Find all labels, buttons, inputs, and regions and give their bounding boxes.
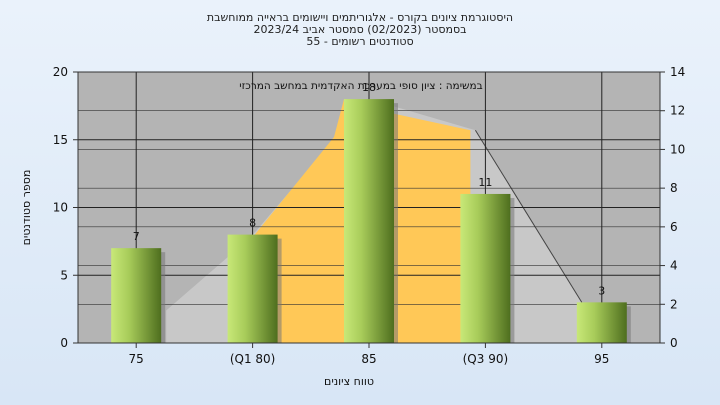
y2-tick-label: 6 xyxy=(670,220,678,234)
x-tick-label: 95 xyxy=(594,352,609,366)
x-axis-title: טווח ציונים xyxy=(324,375,374,388)
y-tick-label: 10 xyxy=(53,201,68,215)
bar xyxy=(576,302,627,343)
x-tick-label: 85 xyxy=(361,352,376,366)
y-axis-title: מספר סטודנטים xyxy=(20,170,33,246)
x-tick-label: (Q1 80) xyxy=(230,352,276,366)
data-label: 8 xyxy=(249,217,256,230)
x-tick-label: 75 xyxy=(129,352,144,366)
data-label: 7 xyxy=(133,230,140,243)
y-tick-label: 5 xyxy=(60,268,68,282)
y-tick-label: 0 xyxy=(60,336,68,350)
data-label: 3 xyxy=(598,284,605,297)
data-label: 11 xyxy=(478,176,492,189)
chart-enrollment: סטודנטים רשומים - 55 xyxy=(306,35,414,48)
y2-tick-label: 14 xyxy=(670,65,685,79)
bar xyxy=(460,193,511,343)
y2-tick-label: 4 xyxy=(670,259,678,273)
y2-tick-label: 8 xyxy=(670,181,678,195)
bar xyxy=(111,248,162,343)
y2-tick-label: 10 xyxy=(670,142,685,156)
y-tick-label: 20 xyxy=(53,65,68,79)
data-label: 18 xyxy=(362,81,376,94)
y2-tick-label: 12 xyxy=(670,104,685,118)
distribution-edge xyxy=(474,130,583,303)
y2-tick-label: 2 xyxy=(670,297,678,311)
y2-tick-label: 0 xyxy=(670,336,678,350)
annotation: במשימה : ציון סופי במערכת האקדמית במחשב … xyxy=(239,80,482,92)
y-tick-label: 15 xyxy=(53,133,68,147)
bar xyxy=(227,234,278,343)
chart-title: היסטוגרמת ציונים בקורס - אלגוריתמים וייש… xyxy=(206,11,514,24)
x-tick-label: (Q3 90) xyxy=(463,352,509,366)
chart-subtitle: בסמסטר (02/2023) סמסטר אביב 2023/24 xyxy=(253,23,467,36)
bar xyxy=(344,99,394,343)
